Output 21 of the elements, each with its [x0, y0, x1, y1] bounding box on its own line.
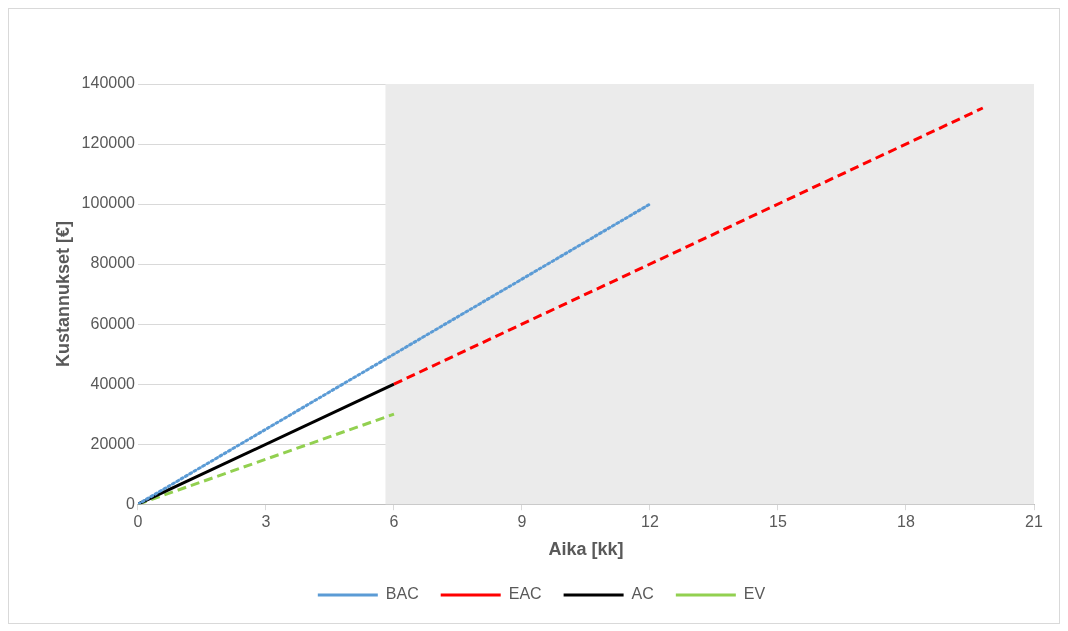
legend-label: EAC: [508, 585, 542, 603]
y-tick-label: 120000: [81, 134, 136, 152]
y-tick-label: 20000: [90, 434, 136, 452]
x-tick-label: 15: [769, 513, 787, 531]
y-tick-label: 80000: [90, 254, 136, 272]
y-tick-label: 100000: [81, 194, 136, 212]
x-tick-label: 3: [261, 513, 271, 531]
y-tick-label: 0: [126, 494, 136, 512]
y-axis-title: Kustannukset [€]: [52, 221, 73, 368]
legend-label: AC: [631, 585, 654, 603]
legend-label: BAC: [385, 585, 419, 603]
y-tick-label: 40000: [90, 374, 136, 392]
legend-label: EV: [743, 585, 766, 603]
y-tick-label: 60000: [90, 314, 136, 332]
x-tick-label: 12: [641, 513, 659, 531]
x-tick-label: 21: [1025, 513, 1043, 531]
x-tick-label: 9: [517, 513, 527, 531]
x-axis-title: Aika [kk]: [548, 539, 624, 560]
x-tick-label: 18: [897, 513, 915, 531]
x-tick-label: 6: [389, 513, 399, 531]
y-tick-label: 140000: [81, 74, 136, 92]
